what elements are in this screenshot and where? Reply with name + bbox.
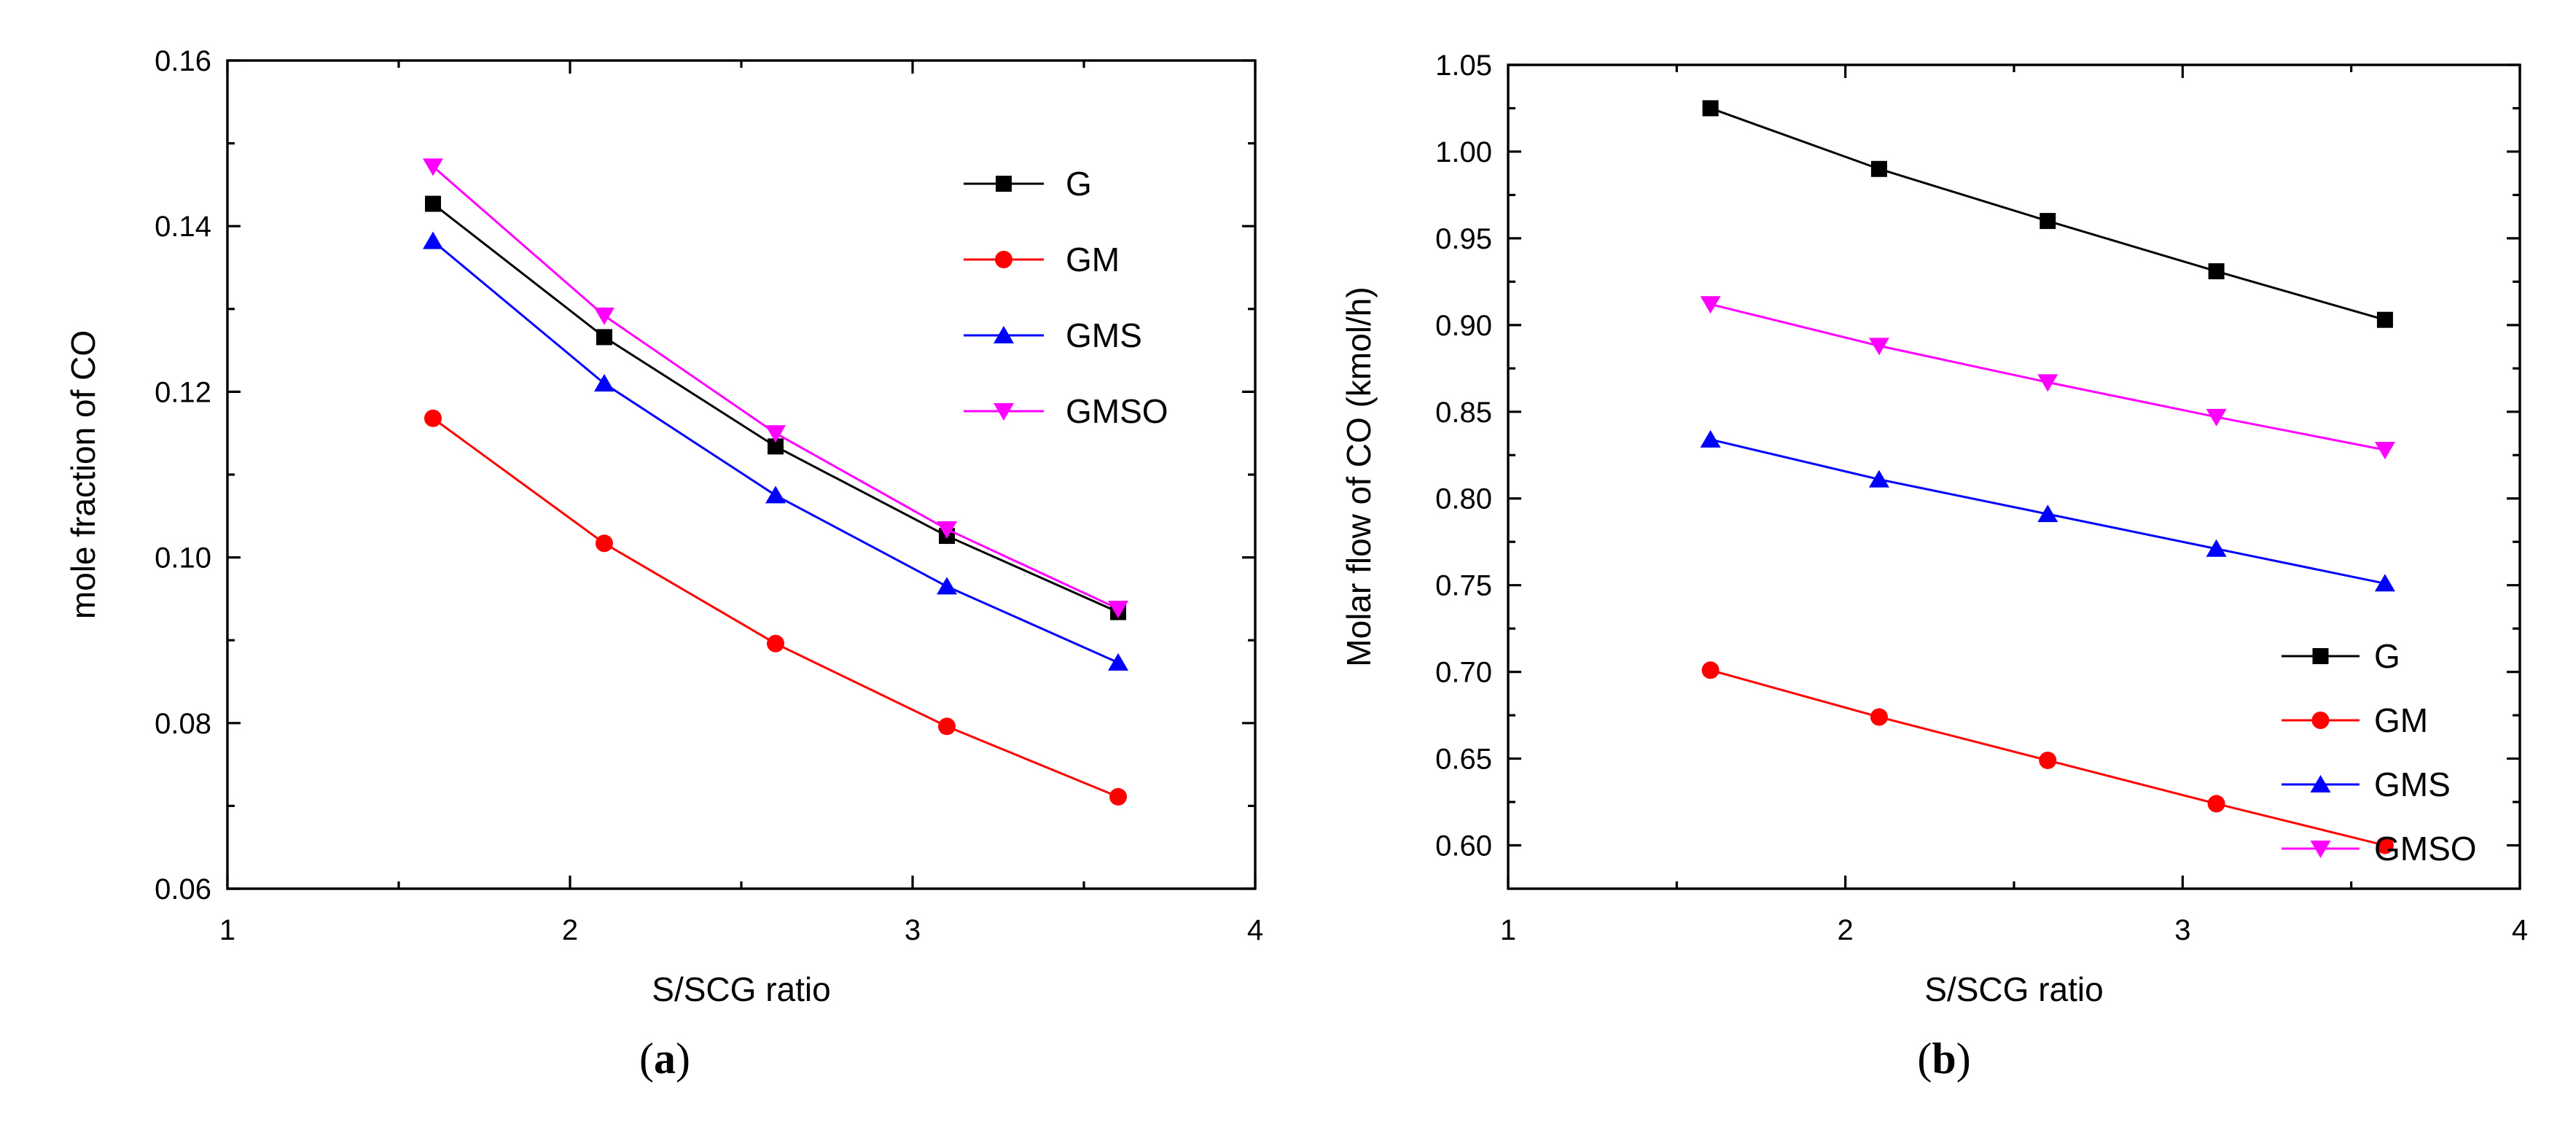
legend-label-gmso: GMSO — [2374, 830, 2477, 868]
caption-close-paren: ) — [1956, 1035, 1971, 1083]
panel-caption: (b) — [1917, 1035, 1970, 1083]
y-axis-title: mole fraction of CO — [64, 330, 102, 619]
data-point-gmso — [1108, 601, 1128, 619]
data-point-gmso — [594, 307, 614, 325]
legend-label-gmso: GMSO — [1066, 392, 1168, 430]
chart-panel-a: 1 2 3 4 0.06 0.08 0.10 0.12 0.14 0.16 S/SCG ratio m… — [64, 45, 1263, 1083]
y-tick-label: 0.65 — [1435, 744, 1492, 776]
data-point-gms — [2206, 539, 2227, 557]
data-point-gmso — [1868, 338, 1889, 356]
data-point-gm — [1870, 708, 1888, 726]
legend-marker-g — [996, 176, 1012, 192]
data-point-gms — [423, 231, 443, 249]
y-tick-label: 0.80 — [1435, 483, 1492, 515]
x-tick-label: 2 — [1838, 914, 1854, 946]
data-point-gm — [767, 634, 784, 652]
data-point-gm — [2207, 795, 2225, 813]
data-point-gm — [938, 717, 956, 736]
legend-marker-gmso — [2310, 841, 2331, 858]
data-point-g — [2208, 263, 2225, 280]
legend-marker-gmso — [994, 403, 1014, 421]
y-tick-label: 0.70 — [1435, 657, 1492, 689]
data-point-g — [2040, 213, 2056, 230]
data-point-gm — [424, 409, 442, 427]
data-point-gms — [765, 486, 786, 504]
legend-marker-g — [2312, 648, 2329, 664]
data-point-gm — [596, 534, 613, 553]
data-point-gmso — [423, 158, 443, 176]
legend-marker-gm — [995, 251, 1012, 268]
data-point-g — [1870, 160, 1887, 177]
chart-panel-b: 1 2 3 4 0.60 0.65 0.70 0.75 0.80 0.85 0.90 0.95 1.00… — [1340, 50, 2528, 1083]
data-point-gmso — [2206, 408, 2227, 426]
x-tick-label: 4 — [1247, 914, 1263, 946]
x-tick-label: 4 — [2512, 914, 2528, 946]
legend-marker-gms — [2310, 775, 2331, 792]
caption-letter: b — [1932, 1035, 1956, 1083]
data-point-g — [768, 438, 784, 455]
data-point-gms — [1700, 429, 1721, 448]
x-tick-label: 2 — [562, 914, 578, 946]
data-point-gmso — [2374, 442, 2395, 460]
data-point-g — [596, 329, 612, 346]
series-line-gmso — [432, 165, 1119, 610]
legend-label-g: G — [1066, 165, 1092, 203]
plot-frame — [1507, 63, 2521, 890]
x-axis-title: S/SCG ratio — [1924, 970, 2103, 1008]
data-point-gm — [1109, 787, 1127, 806]
x-tick-label: 3 — [2174, 914, 2190, 946]
data-point-gms — [2374, 574, 2395, 592]
y-tick-label: 0.85 — [1435, 397, 1492, 429]
y-tick-label: 0.60 — [1435, 830, 1492, 862]
legend-label-gms: GMS — [1066, 316, 1142, 354]
caption-open-paren: ( — [639, 1035, 654, 1083]
x-tick-label: 1 — [1500, 914, 1516, 946]
data-point-gms — [937, 577, 957, 595]
series-line-gm — [432, 417, 1119, 798]
y-tick-label: 1.05 — [1435, 50, 1492, 82]
data-point-gms — [2037, 504, 2058, 523]
data-point-g — [1702, 100, 1719, 117]
data-point-g — [2376, 311, 2393, 328]
y-tick-label: 0.14 — [155, 211, 211, 243]
y-tick-label: 0.10 — [155, 542, 211, 574]
y-tick-label: 0.12 — [155, 376, 211, 408]
series-line-g — [432, 203, 1119, 613]
data-point-gms — [1108, 652, 1128, 671]
legend-label-g: G — [2374, 637, 2400, 675]
data-point-gms — [1868, 470, 1889, 488]
y-tick-label: 0.06 — [155, 873, 211, 905]
caption-open-paren: ( — [1917, 1035, 1932, 1083]
data-point-gms — [594, 374, 614, 392]
plot-frame — [226, 59, 1257, 890]
x-tick-label: 3 — [905, 914, 921, 946]
x-axis-title: S/SCG ratio — [652, 970, 830, 1008]
data-point-gm — [1701, 661, 1720, 679]
data-point-gm — [2039, 751, 2057, 769]
y-tick-label: 0.90 — [1435, 310, 1492, 342]
x-tick-label: 1 — [219, 914, 235, 946]
data-point-gmso — [765, 425, 786, 443]
panel-caption: (a) — [639, 1035, 690, 1083]
data-point-gm — [2376, 836, 2394, 854]
legend-label-gm: GM — [2374, 701, 2428, 739]
data-point-gmso — [1700, 296, 1721, 314]
y-tick-label: 0.08 — [155, 708, 211, 740]
caption-close-paren: ) — [676, 1035, 690, 1083]
legend-label-gm: GM — [1066, 241, 1120, 278]
legend-marker-gms — [994, 326, 1014, 343]
y-tick-label: 0.95 — [1435, 223, 1492, 255]
legend-label-gms: GMS — [2374, 765, 2451, 803]
y-tick-label: 1.00 — [1435, 136, 1492, 168]
caption-letter: a — [654, 1035, 676, 1083]
legend-marker-gm — [2311, 712, 2330, 729]
y-tick-label: 0.75 — [1435, 570, 1492, 602]
data-point-gmso — [2037, 374, 2058, 392]
data-point-g — [425, 195, 441, 212]
data-point-gmso — [937, 521, 957, 539]
y-axis-title: Molar flow of CO (kmol/h) — [1340, 287, 1378, 666]
y-tick-label: 0.16 — [155, 45, 211, 77]
